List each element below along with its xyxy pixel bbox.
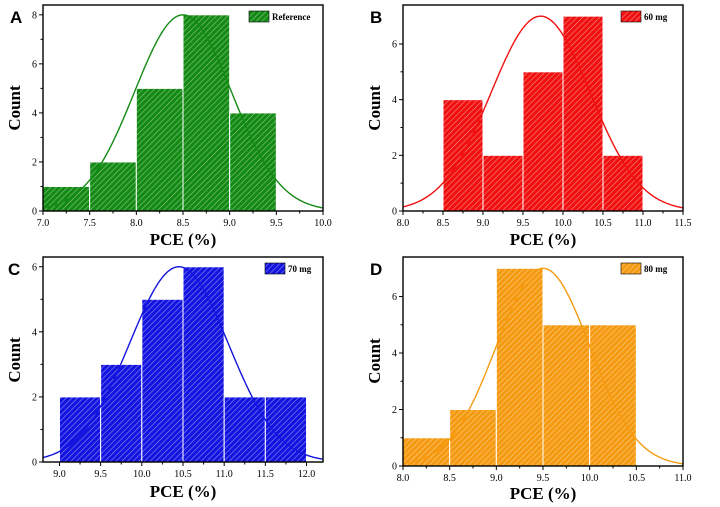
x-tick-label: 12.0 [298,469,316,480]
y-axis-title: Count [365,338,384,384]
y-tick-label: 6 [392,39,397,50]
panel-label: A [10,8,22,27]
legend-label: 70 mg [288,264,312,274]
gaussian-fit-curve [42,266,324,460]
x-tick-label: 10.0 [554,218,572,229]
y-tick-label: 2 [32,157,37,168]
y-tick-label: 4 [392,349,397,360]
gaussian-fit-curve [402,15,684,209]
panel-b: 8.0 8.5 9.0 9.5 10.0 10.5 11.0 11.5 0 2 4 6 PCE (%) C… [365,4,692,249]
x-tick-label: 11.5 [257,469,274,480]
x-tick-label: 11.0 [634,218,651,229]
x-tick-label: 10.0 [133,469,151,480]
y-tick-label: 2 [32,392,37,403]
y-tick-label: 8 [32,10,37,21]
histogram-bar [482,154,524,212]
y-tick-label: 2 [392,405,397,416]
y-tick-label: 0 [392,207,397,218]
legend-swatch [620,262,642,275]
legend-label: 80 mg [644,264,668,274]
x-tick-label: 11.0 [674,473,691,484]
x-tick-label: 8.0 [397,473,410,484]
legend-label: Reference [272,12,310,22]
y-axis-title: Count [365,85,384,131]
x-tick-label: 10.5 [628,473,646,484]
histogram-bar [495,267,544,467]
x-tick-label: 10.0 [581,473,599,484]
x-tick-label: 9.0 [490,473,503,484]
y-tick-label: 4 [32,327,37,338]
panel-d: 8.0 8.5 9.0 9.5 10.0 10.5 11.0 0 2 4 6 PCE (%) Count… [365,256,692,503]
panel-c: 9.0 9.5 10.0 10.5 11.0 11.5 12.0 0 2 4 6 PCE (%) Cou… [5,256,324,501]
histogram-bar [182,266,225,463]
histogram-bar [602,154,644,212]
y-tick-label: 6 [392,292,397,303]
x-tick-label: 9.0 [223,218,236,229]
y-tick-label: 0 [32,458,37,469]
x-axis-title: PCE (%) [150,482,217,501]
legend-label: 60 mg [644,12,668,22]
y-tick-label: 6 [32,262,37,273]
x-tick-label: 9.0 [477,218,490,229]
x-tick-label: 11.0 [216,469,233,480]
x-axis-title: PCE (%) [150,230,217,249]
x-tick-label: 9.5 [537,473,550,484]
x-tick-label: 9.5 [94,469,107,480]
gaussian-fit-curve [42,14,324,209]
legend-swatch [264,262,286,275]
histogram-bar [223,396,266,463]
panel-label: C [8,260,20,279]
y-tick-label: 0 [392,462,397,473]
legend-swatch [620,10,642,23]
histogram-bar [100,363,143,463]
histogram-bar [42,185,91,212]
histogram-bar [589,324,637,467]
histogram-bar [141,298,184,463]
legend-swatch [248,10,270,23]
y-tick-label: 4 [32,108,37,119]
x-tick-label: 9.0 [53,469,66,480]
y-axis-title: Count [5,85,24,131]
y-tick-label: 6 [32,59,37,70]
histogram-bar [229,112,277,212]
x-tick-label: 7.0 [37,218,50,229]
x-tick-label: 9.5 [270,218,283,229]
x-tick-label: 9.5 [517,218,530,229]
y-tick-label: 2 [392,151,397,162]
x-tick-label: 8.0 [130,218,143,229]
histogram-bar [562,15,604,212]
x-tick-label: 7.5 [83,218,96,229]
y-tick-label: 4 [392,95,397,106]
panel-label: D [370,260,382,279]
histogram-bar [442,99,484,212]
x-axis-title: PCE (%) [510,484,577,503]
y-axis-title: Count [5,337,24,383]
histogram-bar [182,14,231,212]
histogram-bar [449,409,497,467]
x-tick-label: 8.5 [437,218,450,229]
y-tick-label: 0 [32,207,37,218]
histogram-bar [402,437,451,467]
x-tick-label: 8.5 [177,218,190,229]
histogram-bar [58,396,102,463]
histogram-bar [542,324,591,467]
x-tick-label: 11.5 [674,218,691,229]
histogram-bar [135,87,184,212]
x-tick-label: 8.0 [397,218,410,229]
panel-a: 7.0 7.5 8.0 8.5 9.0 9.5 10.0 0 2 4 6 8 PCE (%) Count A… [5,4,332,249]
histogram-bar [89,161,137,212]
gaussian-fit-curve [402,267,684,465]
x-tick-label: 8.5 [443,473,456,484]
x-tick-label: 10.5 [594,218,612,229]
x-axis-title: PCE (%) [510,230,577,249]
x-tick-label: 10.0 [314,218,332,229]
histogram-bar [522,71,564,212]
x-tick-label: 10.5 [174,469,192,480]
panel-label: B [370,8,382,27]
